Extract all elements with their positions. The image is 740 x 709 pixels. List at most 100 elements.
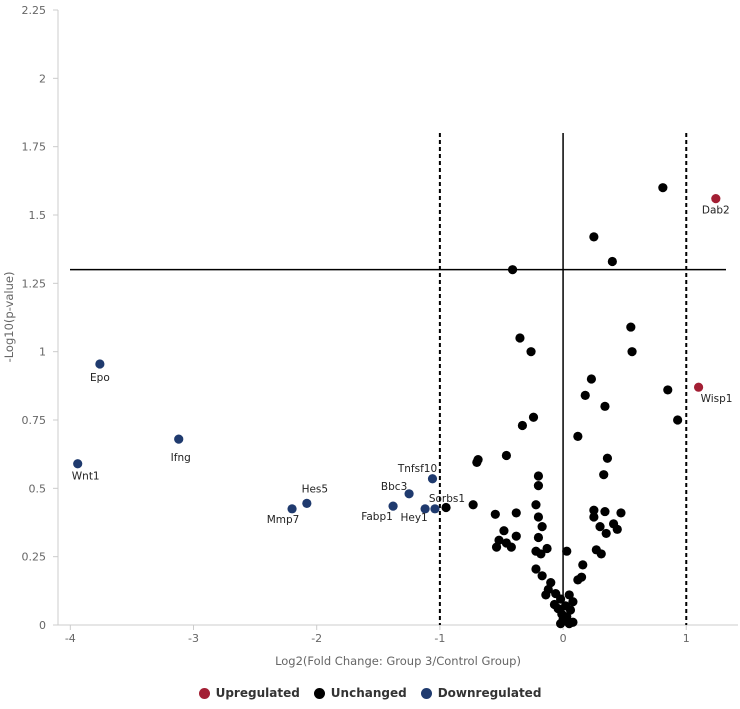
- point-unchanged[interactable]: [573, 431, 583, 441]
- point-unchanged[interactable]: [537, 522, 547, 532]
- y-tick-label: 0: [39, 619, 46, 632]
- point-unchanged[interactable]: [506, 542, 516, 552]
- point-unchanged[interactable]: [472, 457, 482, 467]
- point-ifng[interactable]: [174, 434, 184, 444]
- x-tick-label: 1: [683, 632, 690, 645]
- point-unchanged[interactable]: [491, 542, 502, 552]
- point-hes5[interactable]: [302, 498, 312, 508]
- point-unchanged[interactable]: [515, 333, 525, 343]
- label-hey1: Hey1: [400, 512, 427, 524]
- legend-dot-upregulated: [198, 687, 210, 699]
- point-unchanged[interactable]: [511, 531, 521, 541]
- point-unchanged[interactable]: [531, 564, 541, 574]
- label-wisp1: Wisp1: [701, 393, 733, 405]
- point-bbc3[interactable]: [404, 489, 414, 499]
- point-unchanged[interactable]: [599, 470, 609, 480]
- point-fabp1[interactable]: [388, 501, 398, 511]
- point-wisp1[interactable]: [693, 382, 704, 392]
- x-ticks: -4 -3 -2 -1 0 1: [65, 625, 690, 645]
- point-unchanged[interactable]: [517, 420, 528, 431]
- point-unchanged[interactable]: [565, 605, 576, 615]
- x-tick-label: 0: [560, 632, 567, 645]
- y-tick-label: 0.75: [22, 414, 47, 427]
- point-unchanged[interactable]: [568, 597, 578, 607]
- point-unchanged[interactable]: [600, 506, 610, 517]
- x-tick-label: -2: [311, 632, 322, 645]
- point-unchanged[interactable]: [673, 415, 683, 425]
- y-tick-label: 1.75: [22, 141, 47, 154]
- point-tnfsf10[interactable]: [427, 474, 438, 484]
- label-tnfsf10: Tnfsf10: [397, 463, 437, 475]
- point-dab2[interactable]: [711, 194, 721, 204]
- point-unchanged[interactable]: [531, 500, 541, 510]
- legend-label-unchanged: Unchanged: [330, 686, 407, 700]
- point-unchanged[interactable]: [537, 571, 547, 581]
- point-labels: Epo Wnt1 Ifng Hes5 Mmp7 Tnfsf10 Bbc3 Fabp1 Hey1S…: [72, 205, 733, 526]
- point-unchanged[interactable]: [595, 522, 605, 532]
- label-dab2: Dab2: [702, 205, 730, 217]
- point-unchanged[interactable]: [533, 512, 544, 522]
- x-tick-label: -3: [188, 632, 199, 645]
- label-mmp7: Mmp7: [267, 514, 300, 526]
- point-unchanged[interactable]: [556, 594, 566, 604]
- point-unchanged[interactable]: [564, 590, 574, 600]
- point-wnt1[interactable]: [73, 459, 83, 469]
- point-unchanged[interactable]: [490, 509, 500, 519]
- point-unchanged[interactable]: [580, 390, 590, 400]
- point-unchanged[interactable]: [607, 256, 617, 267]
- x-tick-label: -1: [434, 632, 445, 645]
- point-unchanged[interactable]: [586, 374, 597, 384]
- point-unchanged[interactable]: [541, 590, 551, 600]
- point-mmp7[interactable]: [287, 504, 297, 514]
- point-unchanged[interactable]: [468, 500, 478, 510]
- point-unchanged[interactable]: [596, 549, 606, 559]
- point-unchanged[interactable]: [533, 471, 544, 481]
- point-unchanged[interactable]: [663, 385, 673, 395]
- label-hes5: Hes5: [302, 483, 329, 495]
- y-axis-title: -Log10(p-value): [2, 272, 16, 363]
- point-unchanged[interactable]: [533, 481, 544, 491]
- point-unchanged[interactable]: [536, 549, 546, 559]
- point-sorbs1[interactable]: [430, 504, 440, 514]
- legend-dot-unchanged: [313, 687, 325, 699]
- point-unchanged[interactable]: [578, 560, 588, 570]
- y-tick-label: 0.25: [22, 551, 47, 564]
- point-unchanged[interactable]: [602, 453, 613, 463]
- point-unchanged[interactable]: [511, 508, 521, 518]
- label-bbc3: Bbc3: [381, 481, 407, 493]
- legend-label-downregulated: Downregulated: [437, 686, 542, 700]
- point-unchanged[interactable]: [589, 505, 599, 515]
- point-unchanged[interactable]: [562, 546, 572, 556]
- point-unchanged[interactable]: [526, 347, 536, 357]
- point-unchanged[interactable]: [627, 347, 637, 357]
- point-unchanged[interactable]: [556, 619, 566, 629]
- point-unchanged[interactable]: [528, 412, 539, 422]
- point-unchanged[interactable]: [542, 543, 552, 554]
- point-unchanged[interactable]: [573, 575, 583, 585]
- legend-item-upregulated[interactable]: Upregulated: [198, 686, 300, 700]
- legend-dot-downregulated: [420, 687, 432, 699]
- y-tick-label: 2: [39, 72, 46, 85]
- point-unchanged[interactable]: [501, 450, 512, 461]
- point-unchanged[interactable]: [612, 524, 622, 534]
- y-ticks: 0 0.25 0.5 0.75 1 1.25 1.5 1.75 2 2.25: [22, 4, 58, 632]
- point-unchanged[interactable]: [564, 619, 574, 629]
- legend: Upregulated Unchanged Downregulated: [0, 686, 740, 700]
- legend-item-downregulated[interactable]: Downregulated: [420, 686, 542, 700]
- point-unchanged[interactable]: [589, 232, 599, 242]
- point-unchanged[interactable]: [441, 502, 451, 513]
- point-unchanged[interactable]: [626, 322, 636, 332]
- point-unchanged[interactable]: [499, 526, 509, 536]
- label-ifng: Ifng: [171, 452, 191, 464]
- point-epo[interactable]: [95, 359, 105, 369]
- legend-item-unchanged[interactable]: Unchanged: [313, 686, 407, 700]
- point-unchanged[interactable]: [600, 401, 610, 411]
- point-unchanged[interactable]: [658, 183, 668, 193]
- point-unchanged[interactable]: [533, 532, 544, 543]
- point-hey1[interactable]: [420, 504, 430, 514]
- point-unchanged[interactable]: [507, 265, 518, 275]
- point-unchanged[interactable]: [616, 508, 626, 518]
- point-unchanged[interactable]: [601, 528, 611, 539]
- point-unchanged[interactable]: [589, 512, 599, 522]
- label-epo: Epo: [90, 372, 110, 384]
